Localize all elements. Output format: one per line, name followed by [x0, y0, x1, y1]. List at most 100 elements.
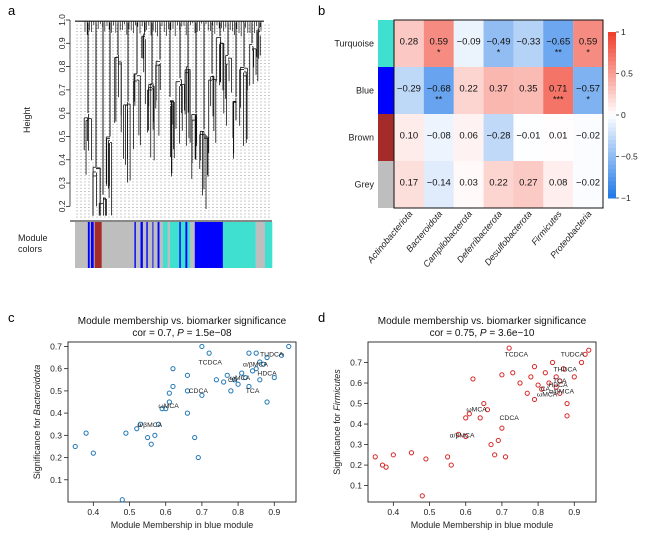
scatter-point: [90, 450, 96, 456]
y-tick-label: 0.5: [50, 386, 62, 396]
scatter-point: [119, 497, 125, 503]
scatter-point: [286, 343, 292, 350]
scatter-point: [253, 350, 259, 356]
panel-b-heatmap: Turquoise 0.28 0.59*−0.09 −0.49*−0.33 −0.65*…: [334, 19, 638, 269]
scatter-point: [466, 411, 472, 417]
colorbar-tick-label: 0.5: [621, 69, 633, 79]
heatmap-cell-significance: ***: [553, 95, 564, 105]
heatmap-cell-value: 0.06: [459, 131, 478, 142]
heatmap-cell: [483, 67, 514, 115]
heatmap-cell-significance: **: [555, 48, 563, 58]
heatmap-cell-value: 0.37: [489, 84, 508, 95]
module-color-segment: [90, 222, 95, 268]
heatmap-cell-value: −0.33: [516, 37, 540, 48]
panel-d-frame: [367, 341, 597, 503]
point-annotation: THDCA: [554, 367, 578, 374]
module-color-segment: [159, 222, 164, 268]
heatmap-cell-value: −0.68: [427, 84, 451, 95]
colorbar-segment: [608, 152, 616, 157]
panel-a-y-tick-label: 0.4: [57, 154, 67, 166]
module-color-segment: [153, 222, 158, 268]
scatter-point: [278, 352, 285, 358]
scatter-point: [199, 343, 205, 350]
scatter-point: [564, 400, 570, 407]
y-tick-label: 0.7: [350, 358, 362, 368]
colorbar-segment: [608, 65, 616, 70]
module-color-segment: [169, 222, 180, 268]
scatter-point: [246, 383, 252, 390]
panel-c-y-label: Significance for Bacteroidota: [32, 365, 42, 480]
heatmap-cell-value: −0.02: [576, 131, 600, 142]
heatmap-cell-value: −0.08: [427, 131, 451, 142]
scatter-point: [553, 374, 559, 380]
y-tick-label: 0.2: [50, 453, 62, 463]
colorbar-segment: [608, 185, 616, 191]
scatter-point: [145, 434, 151, 441]
module-color-segment: [157, 222, 160, 268]
scatter-point: [531, 396, 538, 403]
heatmap-cell: [513, 67, 544, 115]
module-color-segment: [89, 222, 92, 268]
panel-a-y-tick-label: 0.6: [57, 107, 67, 119]
scatter-point: [549, 359, 556, 366]
point-annotation: ωMCA: [537, 391, 558, 398]
y-tick-label: 0.5: [350, 399, 362, 409]
scatter-point: [72, 443, 78, 450]
heatmap-cell-value: 0.01: [549, 131, 568, 142]
scatter-point: [531, 364, 538, 370]
scatter-point: [578, 359, 585, 366]
module-color-segment: [222, 222, 256, 268]
scatter-point: [170, 383, 176, 390]
scatter-point: [499, 372, 505, 378]
scatter-point: [253, 366, 259, 372]
scatter-point: [408, 450, 415, 456]
colorbar-segment: [608, 181, 616, 187]
heatmap-cell: [543, 114, 574, 162]
heatmap-cell: [543, 20, 574, 68]
colorbar-segment: [608, 81, 616, 87]
heatmap-cell: [453, 67, 484, 115]
scatter-point: [195, 454, 201, 461]
scatter-point: [390, 452, 396, 458]
scatter-point: [560, 366, 567, 372]
scatter-point: [224, 372, 230, 378]
scatter-point: [553, 384, 559, 390]
point-annotation: TCDCA: [505, 351, 529, 358]
module-color-segment: [190, 222, 196, 268]
heatmap-column-label: Actinobacteriota: [365, 209, 415, 266]
colorbar-segment: [608, 173, 616, 178]
scatter-point: [582, 351, 588, 357]
heatmap-cell-significance: *: [497, 48, 501, 58]
heatmap-cell-value: −0.28: [486, 131, 510, 142]
scatter-point: [271, 374, 277, 381]
scatter-point: [557, 390, 563, 396]
panel-d-y-label: Significance for Firmicutes: [332, 369, 342, 475]
panel-a-y-tick-label: 0.3: [57, 177, 67, 189]
x-tick-label: 0.6: [160, 507, 172, 517]
point-annotation: TUDCA: [561, 351, 585, 358]
panel-label-d: d: [318, 310, 325, 325]
scatter-point: [495, 437, 501, 444]
y-tick-label: 0.1: [350, 481, 362, 491]
heatmap-cell: [394, 67, 425, 115]
point-annotation: TCA: [553, 378, 567, 385]
heatmap-row-label: Blue: [356, 86, 374, 96]
module-color-bar: [75, 222, 273, 268]
module-color-segment: [93, 222, 95, 268]
colorbar-segment: [608, 148, 616, 153]
module-color-segment: [135, 222, 141, 268]
heatmap-cell-significance: *: [586, 48, 590, 58]
y-tick-label: 0.7: [50, 341, 62, 351]
heatmap-cell-value: 0.59: [579, 37, 598, 48]
heatmap-cell: [423, 20, 454, 68]
colorbar-segment: [608, 131, 616, 137]
colorbar-segment: [608, 144, 616, 149]
scatter-point: [463, 415, 469, 421]
point-annotation: ωMCA: [230, 375, 251, 382]
scatter-point: [463, 433, 469, 439]
heatmap-cell-value: 0.35: [519, 84, 538, 95]
module-color-segment: [179, 222, 182, 268]
scatter-point: [383, 464, 389, 470]
scatter-point: [170, 366, 176, 372]
